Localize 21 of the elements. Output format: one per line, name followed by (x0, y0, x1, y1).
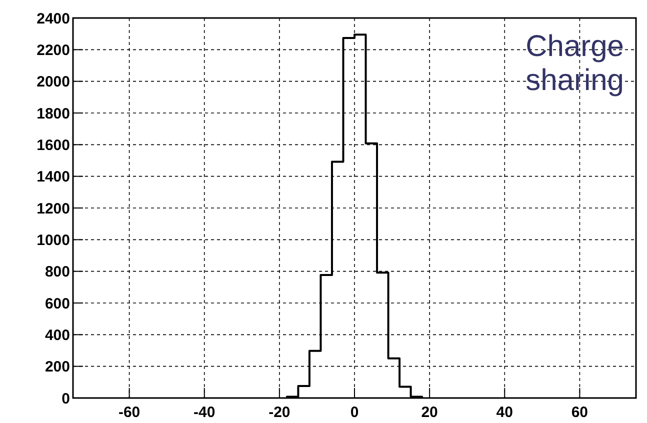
x-tick-label: 20 (421, 404, 438, 421)
y-tick-label: 400 (44, 326, 70, 344)
y-tick-label: 2400 (36, 10, 70, 28)
y-tick-label: 2200 (36, 42, 70, 59)
y-tick-label: 1800 (36, 105, 70, 122)
x-tick-label: 0 (350, 404, 359, 421)
x-tick-label: -60 (118, 404, 140, 421)
annotation: Charge sharing (526, 30, 624, 97)
y-tick-label: 1600 (36, 136, 70, 154)
y-tick-label: 600 (44, 295, 70, 312)
y-tick-label: 200 (44, 358, 70, 376)
y-tick-label: 2000 (36, 74, 70, 91)
y-tick-label: 800 (44, 264, 70, 281)
y-tick-label: 0 (62, 390, 70, 408)
y-tick-label: 1000 (36, 232, 70, 249)
x-tick-label: 60 (571, 404, 588, 421)
x-tick-label: -20 (268, 404, 290, 421)
x-tick-label: -40 (194, 404, 216, 421)
y-tick-label: 1400 (36, 168, 70, 186)
x-tick-label: 40 (496, 404, 513, 421)
y-tick-label: 1200 (36, 200, 70, 218)
